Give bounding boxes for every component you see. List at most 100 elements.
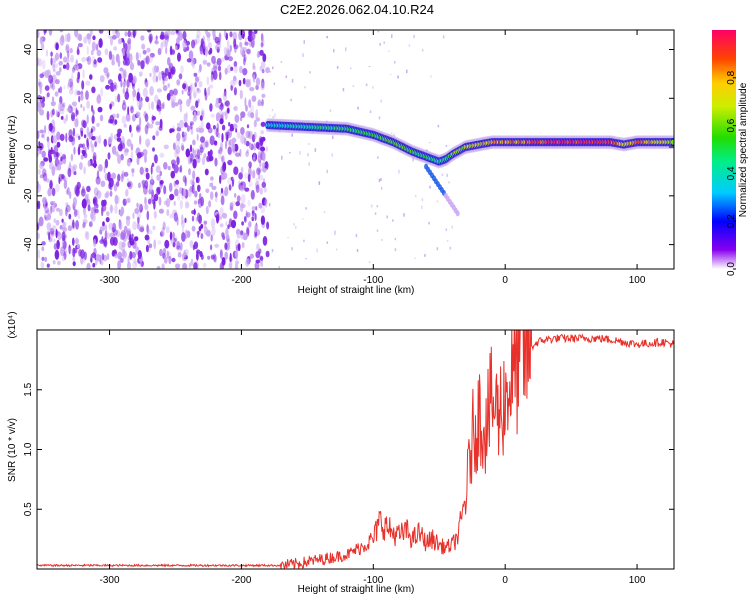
noise-blob xyxy=(228,139,231,147)
noise-blob xyxy=(132,239,137,249)
noise-blob xyxy=(131,113,136,122)
noise-blob xyxy=(183,131,187,137)
y-tick-label: 1.0 xyxy=(23,442,34,456)
noise-speck xyxy=(326,120,328,123)
noise-blob xyxy=(230,85,233,91)
noise-speck xyxy=(305,207,307,210)
noise-blob xyxy=(149,123,154,129)
noise-speck xyxy=(331,153,333,157)
noise-blob xyxy=(178,73,183,80)
noise-blob xyxy=(242,77,246,85)
noise-blob xyxy=(108,50,112,60)
noise-blob xyxy=(158,71,162,81)
noise-blob xyxy=(245,210,248,219)
noise-blob xyxy=(96,190,102,199)
noise-blob xyxy=(61,218,64,223)
noise-blob xyxy=(252,62,255,69)
noise-blob xyxy=(244,41,249,46)
colorbar-tick-label: 0.8 xyxy=(726,70,737,84)
noise-blob xyxy=(151,114,155,125)
noise-blob xyxy=(38,102,44,112)
noise-blob xyxy=(181,145,185,151)
noise-blob xyxy=(195,127,201,133)
noise-blob xyxy=(136,99,141,108)
chart-title: C2E2.2026.062.04.10.R24 xyxy=(280,2,434,17)
noise-blob xyxy=(175,30,179,34)
noise-blob xyxy=(111,145,117,155)
snr-frame xyxy=(36,329,675,570)
noise-blob xyxy=(207,151,211,157)
noise-blob xyxy=(193,111,197,119)
noise-blob xyxy=(85,80,91,86)
noise-blob xyxy=(96,49,102,57)
noise-blob xyxy=(175,45,178,51)
noise-blob xyxy=(226,47,230,55)
noise-blob xyxy=(262,53,267,63)
noise-blob xyxy=(212,30,216,38)
noise-blob xyxy=(210,244,213,251)
noise-blob xyxy=(162,247,167,255)
noise-blob xyxy=(81,56,86,63)
noise-blob xyxy=(189,144,193,153)
noise-blob xyxy=(39,174,44,179)
noise-blob xyxy=(42,197,47,205)
noise-blob xyxy=(90,207,96,213)
noise-blob xyxy=(260,146,266,152)
noise-speck xyxy=(380,187,383,190)
noise-blob xyxy=(195,76,199,83)
noise-blob xyxy=(211,185,217,191)
noise-blob xyxy=(72,197,78,207)
noise-blob xyxy=(247,173,251,183)
noise-blob xyxy=(224,30,227,38)
noise-blob xyxy=(253,152,256,163)
noise-blob xyxy=(59,30,64,33)
noise-blob xyxy=(115,229,121,238)
noise-speck xyxy=(326,169,328,174)
noise-blob xyxy=(228,184,232,191)
noise-blob xyxy=(201,156,206,166)
noise-blob xyxy=(167,83,170,88)
noise-blob xyxy=(87,55,92,65)
noise-blob xyxy=(259,49,264,56)
noise-blob xyxy=(172,142,176,151)
noise-blob xyxy=(73,208,78,218)
noise-blob xyxy=(82,106,86,112)
noise-speck xyxy=(414,257,416,259)
noise-blob xyxy=(155,35,158,40)
noise-blob xyxy=(61,255,66,262)
noise-blob xyxy=(146,47,151,53)
noise-blob xyxy=(161,263,165,269)
x-tick-label: 0 xyxy=(502,275,508,286)
noise-blob xyxy=(232,77,238,86)
noise-blob xyxy=(72,127,76,137)
noise-blob xyxy=(216,112,221,118)
noise-blob xyxy=(225,140,227,150)
noise-blob xyxy=(97,93,101,99)
noise-blob xyxy=(100,260,104,266)
noise-blob xyxy=(241,193,246,204)
noise-blob xyxy=(159,180,164,185)
noise-blob xyxy=(42,168,47,177)
noise-blob xyxy=(205,188,210,194)
noise-blob xyxy=(173,212,178,222)
noise-blob xyxy=(154,64,157,74)
noise-speck xyxy=(449,246,452,250)
noise-blob xyxy=(52,135,58,144)
noise-blob xyxy=(146,223,149,233)
noise-blob xyxy=(133,258,137,264)
colorbar-ticks: 0.0 0.2 0.4 0.6 0.8 xyxy=(726,70,737,276)
noise-blob xyxy=(81,223,85,229)
noise-blob xyxy=(152,199,156,205)
noise-blob xyxy=(205,206,209,215)
noise-blob xyxy=(106,232,111,239)
noise-blob xyxy=(142,149,148,157)
noise-speck xyxy=(374,212,377,215)
noise-blob xyxy=(41,246,45,252)
noise-blob xyxy=(204,168,209,176)
noise-blob xyxy=(150,165,153,175)
noise-blob xyxy=(41,133,45,138)
noise-blob xyxy=(152,73,157,83)
noise-blob xyxy=(159,248,163,257)
noise-blob xyxy=(124,31,128,37)
noise-blob xyxy=(78,143,84,148)
